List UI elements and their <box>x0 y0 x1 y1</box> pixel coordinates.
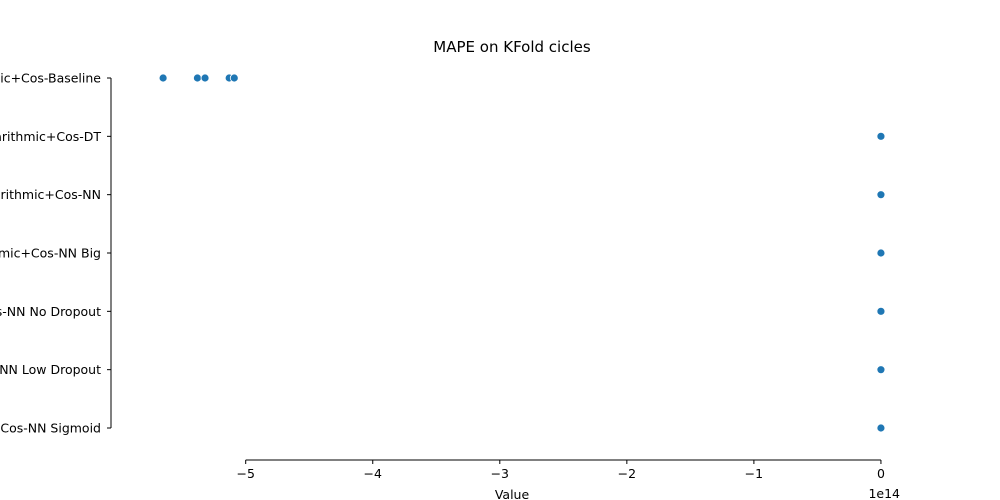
x-axis-label: Value <box>495 487 530 500</box>
x-tick-label: −3 <box>491 466 509 481</box>
scatter-point <box>200 73 210 83</box>
x-tick-label: 0 <box>877 466 885 481</box>
scatter-point <box>876 365 886 375</box>
scatter-point <box>158 73 168 83</box>
scatter-point <box>876 131 886 141</box>
y-tick-label: Logarithmic+Cos-DT <box>0 129 101 144</box>
x-tick-label: −4 <box>364 466 382 481</box>
scatter-point <box>876 248 886 258</box>
y-tick-label: Logarithmic+Cos-Baseline <box>0 71 101 86</box>
scatter-point <box>876 190 886 200</box>
y-tick-label: Logarithmic+Cos-NN Sigmoid <box>0 421 101 436</box>
y-tick-label: Logarithmic+Cos-NN <box>0 187 101 202</box>
y-tick-label: Logarithmic+Cos-NN Low Dropout <box>0 362 101 377</box>
scatter-points <box>158 73 886 433</box>
x-axis: −5 −4 −3 −2 −1 0 <box>236 459 885 481</box>
y-axis: Logarithmic+Cos-Baseline Logarithmic+Cos-… <box>0 71 112 436</box>
scatter-point <box>229 73 239 83</box>
x-tick-label: −2 <box>618 466 636 481</box>
scatter-point <box>876 423 886 433</box>
x-tick-label: −5 <box>236 466 254 481</box>
x-tick-label: −1 <box>745 466 763 481</box>
y-tick-label: Logarithmic+Cos-NN No Dropout <box>0 304 101 319</box>
x-axis-offset-label: 1e14 <box>868 486 900 500</box>
scatter-point <box>876 306 886 316</box>
scatter-point <box>193 73 202 83</box>
y-tick-label: Logarithmic+Cos-NN Big <box>0 246 101 261</box>
chart-title: MAPE on KFold cicles <box>433 38 591 56</box>
